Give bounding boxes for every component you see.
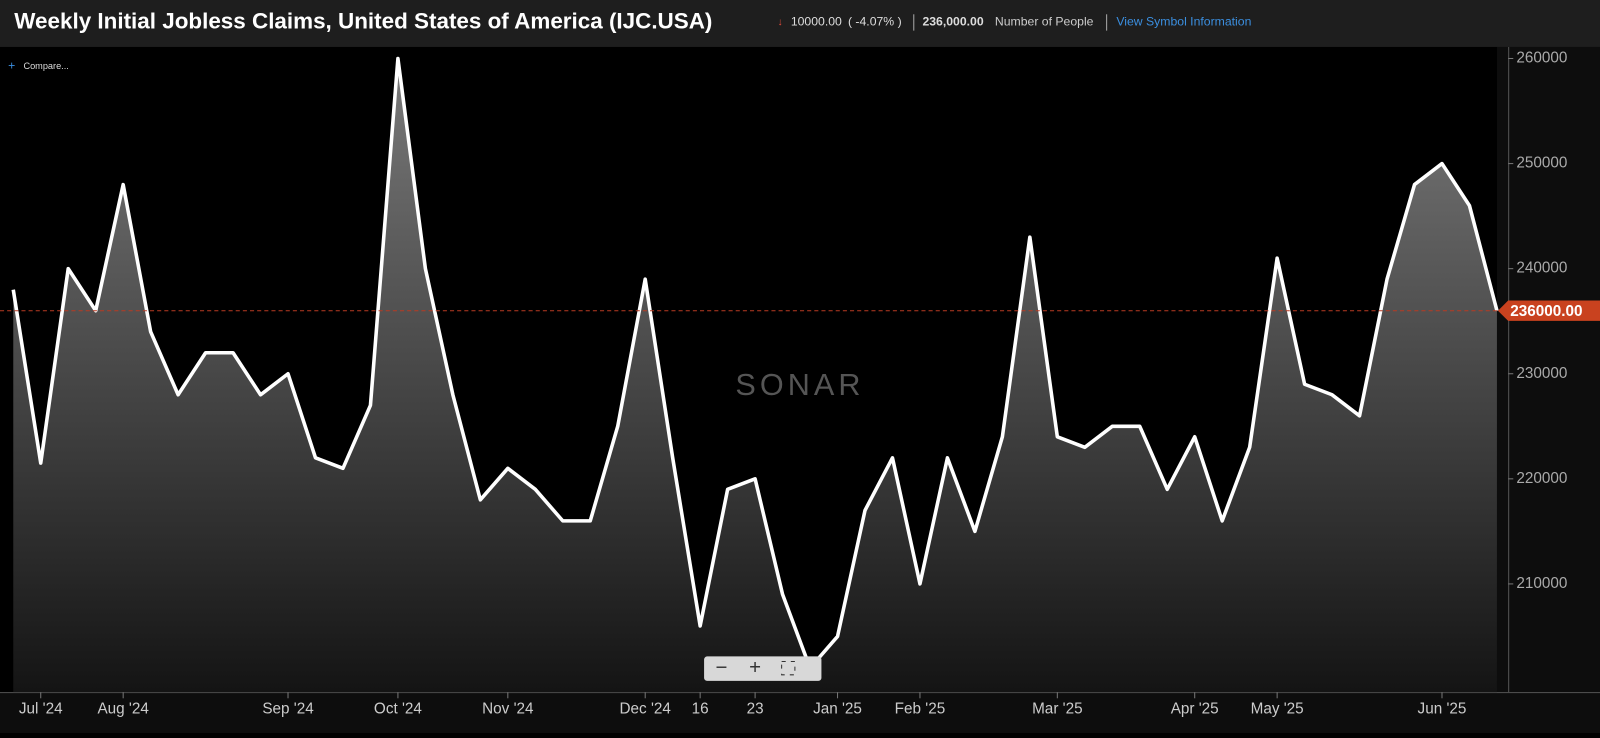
x-tick-label: Mar '25 — [1032, 701, 1083, 718]
down-arrow: ↓ — [778, 17, 783, 28]
last-value-label: 236000.00 — [1510, 303, 1582, 320]
y-axis-area — [1496, 46, 1600, 694]
x-axis-area — [0, 693, 1600, 733]
y-tick-label: 250000 — [1516, 155, 1567, 172]
change-pct: ( -4.07% ) — [848, 15, 902, 29]
x-tick-label: Feb '25 — [895, 701, 946, 718]
header-bar — [0, 0, 1600, 47]
compare-button[interactable]: Compare... — [23, 61, 68, 71]
x-tick-label: Apr '25 — [1171, 701, 1219, 718]
compare-plus[interactable]: + — [8, 59, 15, 73]
x-tick-label: 16 — [692, 701, 709, 718]
x-tick-label: 23 — [747, 701, 764, 718]
x-tick-label: Sep '24 — [262, 701, 314, 718]
zoom-out[interactable]: − — [715, 657, 727, 679]
last-value-tag — [1497, 300, 1600, 321]
x-tick-label: Jan '25 — [813, 701, 862, 718]
x-tick-label: Oct '24 — [374, 701, 422, 718]
watermark: SONAR — [735, 368, 864, 402]
x-tick-label: Aug '24 — [97, 701, 149, 718]
fullscreen[interactable] — [781, 661, 796, 676]
plot — [11, 56, 1499, 693]
y-tick-label: 260000 — [1516, 50, 1567, 67]
x-tick-label: Dec '24 — [620, 701, 672, 718]
y-tick-label: 210000 — [1516, 575, 1567, 592]
unit: Number of People — [995, 15, 1094, 29]
symbol-link[interactable]: View Symbol Information — [1116, 15, 1251, 29]
last-value: 236,000.00 — [922, 15, 983, 29]
zoom-in[interactable]: + — [749, 657, 761, 679]
y-tick-label: 220000 — [1516, 470, 1567, 487]
area — [13, 58, 1497, 693]
y-tick-label: 230000 — [1516, 365, 1567, 382]
chart-title: Weekly Initial Jobless Claims, United St… — [14, 8, 712, 33]
x-tick-label: Jul '24 — [19, 701, 63, 718]
x-tick-label: Nov '24 — [482, 701, 534, 718]
x-tick-label: May '25 — [1251, 701, 1304, 718]
x-tick-label: Jun '25 — [1418, 701, 1467, 718]
change: 10000.00 — [791, 15, 842, 29]
y-tick-label: 240000 — [1516, 260, 1567, 277]
line — [11, 56, 1499, 670]
zoom-controls: − + — [704, 656, 822, 681]
